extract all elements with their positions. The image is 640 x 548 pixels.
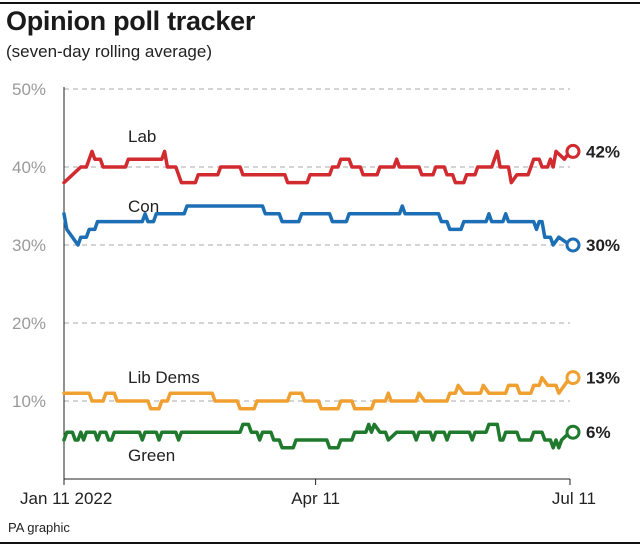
series-name-label: Con — [128, 197, 159, 216]
y-tick-label: 40% — [12, 158, 46, 177]
end-point-marker — [565, 370, 581, 386]
y-tick-label: 10% — [12, 392, 46, 411]
x-tick-label: Jul 11 — [552, 489, 596, 508]
x-tick-label: Apr 11 — [291, 489, 340, 508]
top-rule — [0, 2, 640, 4]
series-line-2 — [62, 375, 572, 411]
y-tick-label: 30% — [12, 236, 46, 255]
y-axis-ticks: 50% 40% 30% 20% 10% — [12, 80, 46, 411]
x-axis-ticks: Jan 11 2022 Apr 11 Jul 11 — [20, 479, 596, 508]
series-name-label: Lib Dems — [128, 368, 200, 387]
series-line-1 — [62, 204, 572, 247]
series-labels: 42% Lab 30% Con 13% Lib Dems 6% Green — [128, 127, 620, 465]
end-value-label: 13% — [586, 369, 620, 388]
series-line-3 — [62, 422, 572, 450]
end-point-marker — [565, 237, 581, 253]
end-value-label: 42% — [586, 142, 620, 161]
credit-text: PA graphic — [8, 520, 70, 535]
chart-subtitle: (seven-day rolling average) — [6, 42, 212, 61]
axes — [63, 87, 570, 480]
y-tick-label: 20% — [12, 314, 46, 333]
chart-title: Opinion poll tracker — [6, 6, 256, 36]
series-name-label: Green — [128, 446, 175, 465]
x-tick-label: Jan 11 2022 — [20, 489, 112, 508]
end-point-marker — [565, 143, 581, 159]
series-line-0 — [62, 149, 572, 185]
end-value-label: 30% — [586, 236, 620, 255]
series-lines — [62, 143, 581, 450]
series-name-label: Lab — [128, 127, 156, 146]
end-value-label: 6% — [586, 423, 611, 442]
bottom-rule — [0, 542, 640, 544]
end-point-marker — [565, 424, 581, 440]
y-tick-label: 50% — [12, 80, 46, 99]
